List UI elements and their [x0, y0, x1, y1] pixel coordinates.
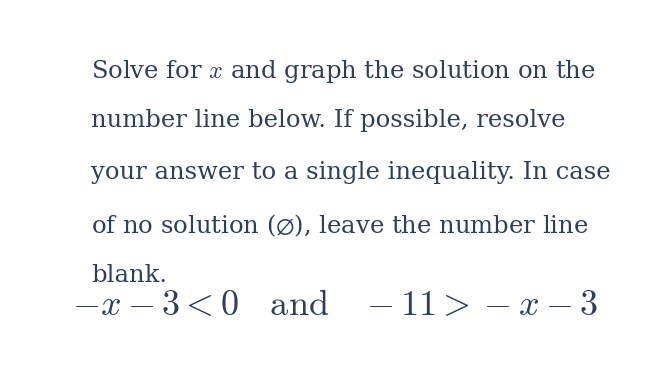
Text: blank.: blank.: [91, 264, 167, 286]
Text: number line below. If possible, resolve: number line below. If possible, resolve: [91, 109, 565, 132]
Text: $-x - 3 < 0\quad\mathrm{and}\quad -11 > -x - 3$: $-x - 3 < 0\quad\mathrm{and}\quad -11 > …: [72, 288, 598, 322]
Text: of no solution ($\varnothing$), leave the number line: of no solution ($\varnothing$), leave th…: [91, 212, 588, 239]
Text: your answer to a single inequality. In case: your answer to a single inequality. In c…: [91, 160, 610, 184]
Text: Solve for $x$ and graph the solution on the: Solve for $x$ and graph the solution on …: [91, 58, 596, 84]
